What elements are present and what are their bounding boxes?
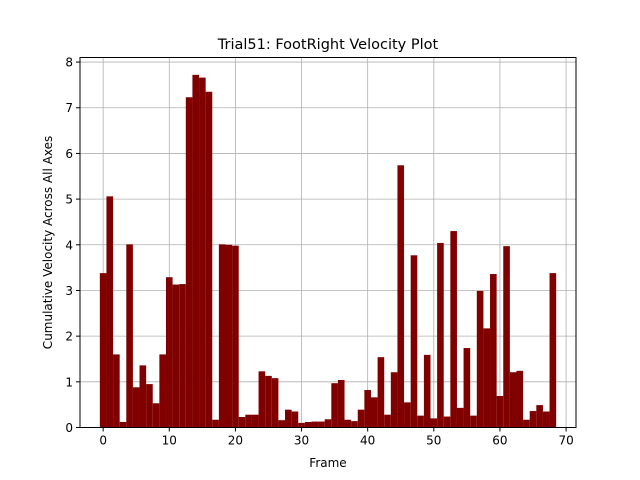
x-tick-label: 30 xyxy=(294,434,309,448)
bar xyxy=(456,407,464,428)
bar xyxy=(311,421,319,428)
bar xyxy=(146,384,153,428)
plot-frame xyxy=(79,57,577,428)
bar xyxy=(370,397,378,428)
bar xyxy=(205,91,213,428)
bar xyxy=(99,273,107,428)
bar xyxy=(509,372,517,428)
bar xyxy=(542,411,550,428)
y-axis-label: Cumulative Velocity Across All Axes xyxy=(41,136,55,349)
bar xyxy=(410,255,418,428)
bar xyxy=(377,357,385,428)
bar xyxy=(384,414,391,428)
bar xyxy=(152,403,160,428)
y-tick-label: 8 xyxy=(65,56,73,70)
bar xyxy=(199,77,206,428)
bar xyxy=(225,244,233,428)
y-tick-label: 1 xyxy=(65,375,73,389)
x-axis-ticks: 0 10 20 30 40 50 60 70 xyxy=(99,427,574,448)
bar xyxy=(529,411,537,428)
bar xyxy=(397,165,405,428)
bar xyxy=(192,74,200,428)
bar xyxy=(483,328,491,428)
bar xyxy=(179,284,186,428)
bar xyxy=(291,411,299,428)
y-tick-label: 7 xyxy=(65,101,73,115)
bar xyxy=(357,409,365,428)
bar xyxy=(245,414,252,428)
y-axis-ticks: 0 1 2 3 4 5 6 7 8 xyxy=(65,56,80,435)
x-tick-label: 50 xyxy=(426,434,441,448)
bar xyxy=(423,354,431,428)
y-tick-label: 4 xyxy=(65,238,73,252)
bar xyxy=(159,354,166,428)
bar xyxy=(344,419,352,428)
bar xyxy=(271,378,279,428)
bar xyxy=(404,402,411,428)
x-tick-label: 60 xyxy=(492,434,507,448)
bar xyxy=(265,375,272,428)
x-axis-label: Frame xyxy=(309,456,346,470)
bar xyxy=(476,290,484,428)
bar xyxy=(318,421,325,428)
bar xyxy=(470,415,477,428)
bar xyxy=(331,383,338,428)
bar xyxy=(443,416,451,428)
x-tick-label: 10 xyxy=(162,434,177,448)
y-tick-label: 0 xyxy=(65,421,73,435)
bar xyxy=(126,244,133,428)
bar xyxy=(304,422,312,428)
x-tick-label: 70 xyxy=(558,434,573,448)
bars xyxy=(99,74,557,428)
bar xyxy=(132,387,140,428)
bar xyxy=(238,416,246,428)
x-tick-label: 40 xyxy=(360,434,375,448)
bar xyxy=(390,372,398,428)
bar xyxy=(298,422,305,428)
bar xyxy=(106,196,114,428)
bar xyxy=(324,419,332,428)
bar xyxy=(218,244,226,428)
bar xyxy=(364,390,371,428)
chart-title: Trial51: FootRight Velocity Plot xyxy=(217,37,439,53)
y-tick-label: 6 xyxy=(65,147,73,161)
y-tick-label: 5 xyxy=(65,193,73,207)
bar xyxy=(278,420,286,428)
bar xyxy=(536,405,543,428)
bar xyxy=(258,371,266,428)
bar xyxy=(185,97,193,428)
bar xyxy=(212,419,219,428)
y-tick-label: 3 xyxy=(65,284,73,298)
x-tick-label: 0 xyxy=(99,434,107,448)
bar xyxy=(463,348,471,428)
bar xyxy=(417,415,424,428)
bar xyxy=(351,421,358,428)
bar xyxy=(165,277,173,428)
bar xyxy=(523,419,530,428)
bar xyxy=(119,422,127,428)
bar xyxy=(516,370,524,428)
bar xyxy=(430,418,438,428)
bar xyxy=(232,245,239,428)
bar xyxy=(437,242,444,428)
bar xyxy=(450,231,457,428)
bar xyxy=(139,365,147,428)
bar xyxy=(285,409,292,428)
x-tick-label: 20 xyxy=(228,434,243,448)
grid-lines xyxy=(80,57,576,428)
bar xyxy=(251,414,259,428)
bar xyxy=(490,274,497,428)
bar xyxy=(337,379,345,428)
bar xyxy=(113,354,120,428)
y-tick-label: 2 xyxy=(65,330,73,344)
bar xyxy=(503,246,510,428)
bar xyxy=(496,395,504,428)
bar xyxy=(549,273,557,428)
bar xyxy=(172,284,180,428)
